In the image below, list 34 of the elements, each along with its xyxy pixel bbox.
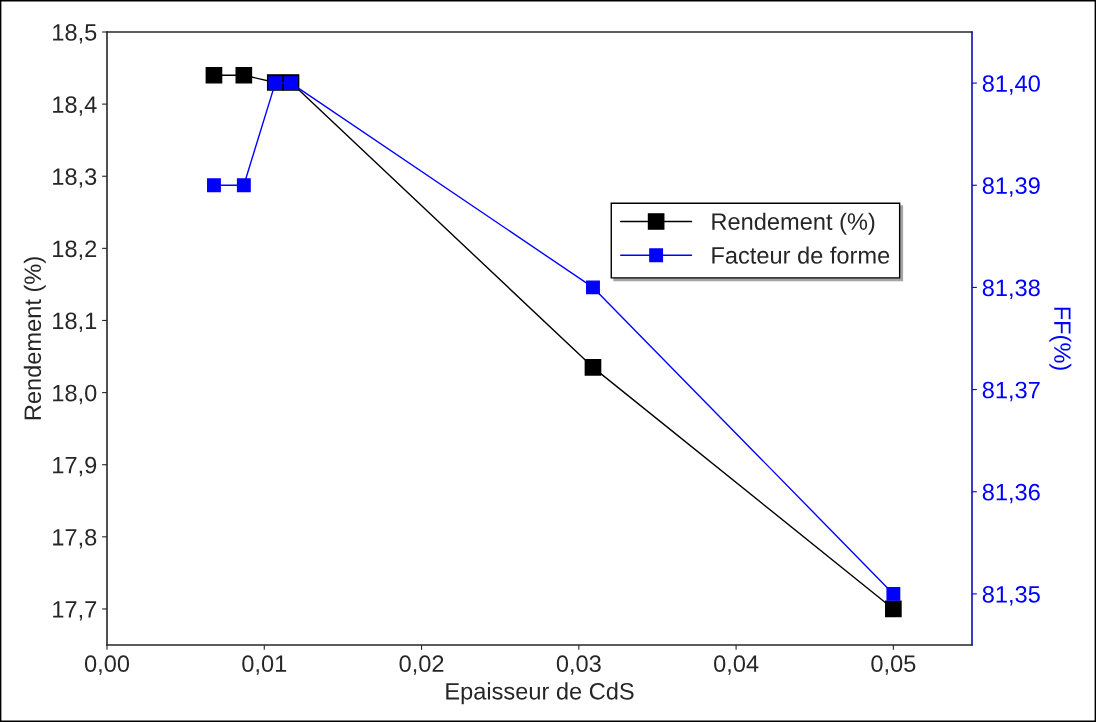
y2-tick-label: 81,39: [982, 177, 1040, 197]
point: [885, 600, 902, 618]
point: [207, 178, 221, 193]
y2-tick-label: 81,38: [982, 279, 1040, 299]
y2-tick-label: 81,40: [982, 75, 1040, 95]
y2-tick-label: 81,35: [982, 585, 1040, 606]
y-axis-title: Rendement (%): [23, 257, 46, 420]
x-axis-title: Epaisseur de CdS: [446, 682, 634, 705]
x-tick-label: 0,05: [871, 655, 916, 675]
point: [586, 280, 600, 295]
y-tick-label: 17,7: [53, 601, 97, 621]
y2-axis-title: FF(%): [1049, 307, 1072, 370]
y-tick-label: 18,4: [53, 96, 97, 116]
y-tick-label: 18,1: [53, 312, 97, 333]
y-tick-label: 17,8: [53, 528, 97, 549]
y-tick-label: 17,9: [53, 456, 97, 477]
point: [886, 586, 901, 601]
point: [235, 66, 253, 84]
legend-label: Rendement (%): [712, 212, 875, 235]
x-tick-label: 0,04: [714, 655, 759, 675]
point: [236, 178, 251, 193]
y-tick-label: 18,5: [53, 24, 97, 44]
y-tick-label: 18,3: [53, 168, 97, 188]
y2-tick-label: 81,36: [982, 483, 1040, 504]
x-tick-label: 0,01: [242, 655, 287, 675]
y2-tick-label: 81,37: [982, 381, 1040, 402]
x-tick-label: 0,00: [84, 655, 130, 675]
x-tick-label: 0,03: [556, 655, 601, 675]
y-tick-label: 18,2: [53, 240, 97, 260]
y-tick-label: 18,0: [53, 384, 97, 405]
point: [205, 66, 223, 84]
legend-label: Facteur de forme: [712, 246, 890, 264]
point: [584, 359, 602, 376]
x-tick-label: 0,02: [399, 655, 444, 675]
